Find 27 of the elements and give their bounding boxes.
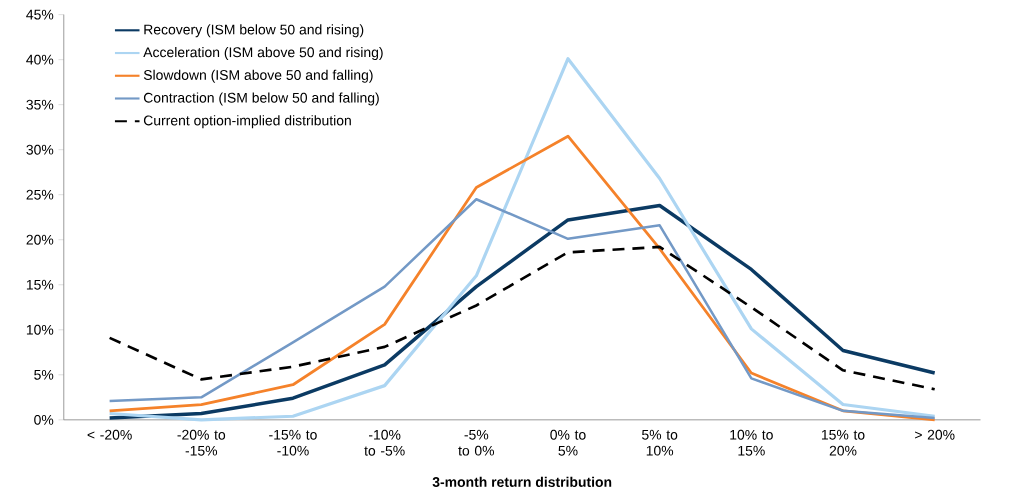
y-tick-label: 10% (26, 324, 54, 335)
y-tick-label: 35% (26, 99, 54, 110)
legend-label: Slowdown (ISM above 50 and falling) (143, 69, 373, 83)
y-tick-label: 45% (26, 9, 54, 20)
legend-label: Acceleration (ISM above 50 and rising) (143, 46, 383, 60)
legend-label: Current option-implied distribution (143, 115, 351, 129)
x-axis-title: 3-month return distribution (432, 476, 612, 487)
y-tick-label: 15% (26, 279, 54, 290)
x-tick-label: 0% to 5% (550, 429, 586, 456)
x-tick-label: -20% to -15% (177, 429, 226, 456)
legend-label: Recovery (ISM below 50 and rising) (144, 24, 364, 38)
y-tick-label: 25% (26, 189, 54, 200)
x-tick-label: 10% to 15% (730, 429, 773, 456)
y-tick-label: 40% (26, 54, 54, 65)
y-tick-label: 20% (26, 234, 54, 245)
x-tick-label: < -20% (87, 429, 132, 440)
x-tick-label: -5% to 0% (458, 429, 495, 456)
x-tick-label: -10% to -5% (364, 429, 405, 456)
y-tick-label: 30% (26, 144, 54, 155)
x-tick-label: 5% to 10% (642, 429, 678, 456)
x-tick-label: 15% to 20% (821, 429, 865, 456)
y-tick-label: 5% (34, 369, 54, 380)
y-tick-label: 0% (34, 414, 54, 425)
x-tick-label: > 20% (915, 429, 955, 440)
line-series (108, 245, 937, 391)
legend-label: Contraction (ISM below 50 and falling) (143, 92, 379, 106)
x-tick-label: -15% to -10% (269, 429, 317, 456)
